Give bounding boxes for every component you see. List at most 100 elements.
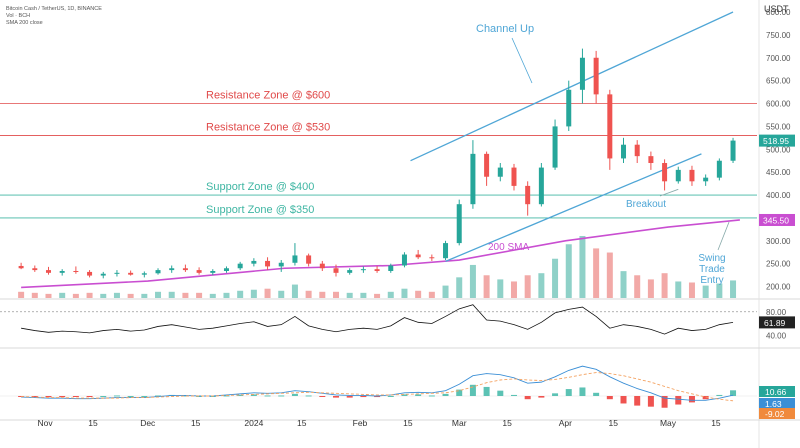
y-tick-label: 450.00	[766, 168, 791, 177]
candle-body	[497, 167, 503, 177]
volume-bar	[59, 292, 66, 298]
macd-hist-bar	[497, 390, 504, 396]
macd-hist-bar	[524, 396, 531, 400]
volume-bar	[18, 291, 25, 298]
macd-hist-bar	[442, 393, 449, 396]
y-tick-label: 500.00	[766, 145, 791, 154]
candle-body	[292, 255, 298, 263]
candle-body	[388, 265, 394, 272]
macd-hist-bar	[113, 395, 120, 397]
macd-hist-bar	[401, 394, 408, 396]
volume-bar	[86, 292, 93, 298]
channel-upper-line	[410, 11, 734, 162]
volume-bar	[565, 244, 572, 298]
macd-badge-signal	[759, 408, 795, 419]
volume-bar	[31, 292, 38, 298]
macd-hist-bar	[223, 395, 230, 397]
y-tick-label: 250.00	[766, 260, 791, 269]
rsi-badge-text: 61.89	[764, 318, 786, 328]
macd-badge-text-line: 1.63	[765, 399, 782, 409]
macd-hist-bar	[100, 396, 107, 397]
x-tick-label: 2024	[244, 418, 263, 428]
rsi-pane: 80.00 40.00 61.89	[0, 304, 800, 349]
candle-body	[579, 57, 585, 90]
candle-body	[45, 270, 51, 273]
candle-body	[59, 271, 65, 273]
candle-body	[716, 160, 722, 178]
volume-bar	[182, 292, 189, 298]
candle-body	[114, 272, 120, 274]
macd-hist-bar	[579, 387, 586, 396]
channel-pointer	[511, 37, 533, 84]
x-tick-label: Apr	[559, 418, 572, 428]
candle-body	[538, 167, 544, 205]
candle-body	[621, 144, 627, 159]
volume-bar	[374, 293, 381, 298]
volume-bar	[45, 293, 52, 298]
macd-pane: 10.66 1.63-9.02	[0, 365, 800, 421]
candle-body	[237, 263, 243, 269]
macd-hist-bar	[59, 396, 66, 397]
y-tick-label: 750.00	[766, 31, 791, 40]
macd-hist-bar	[688, 396, 695, 403]
x-tick-label: Mar	[452, 418, 467, 428]
macd-hist-bar	[237, 394, 244, 396]
candle-body	[456, 204, 462, 244]
macd-hist-bar	[565, 389, 572, 396]
macd-hist-bar	[415, 394, 422, 396]
candle-body	[662, 163, 668, 182]
candle-body	[675, 169, 681, 182]
macd-hist-bar	[483, 386, 490, 396]
candle-body	[401, 254, 407, 266]
macd-hist-bar	[675, 396, 682, 405]
candle-body	[374, 269, 380, 272]
candle-body	[319, 263, 325, 269]
volume-bar	[456, 277, 463, 298]
volume-bar	[250, 289, 257, 298]
macd-hist-bar	[606, 396, 613, 400]
candle-body	[223, 268, 229, 272]
volume-bar	[497, 279, 504, 298]
volume-bar	[538, 273, 545, 298]
macd-hist-bar	[278, 395, 285, 397]
volume-bar	[634, 275, 641, 298]
macd-hist-bar	[155, 395, 162, 397]
sma200-line	[21, 219, 740, 289]
x-tick-label: Dec	[140, 418, 156, 428]
macd-hist-bar	[250, 394, 257, 396]
macd-hist-bar	[196, 396, 203, 397]
volume-bar	[360, 292, 367, 298]
macd-hist-bar	[360, 396, 367, 398]
y-tick-label: 650.00	[766, 77, 791, 86]
volume-bar	[620, 271, 627, 298]
price-badge-text-sma: 345.50	[763, 215, 789, 225]
macd-hist-bar	[18, 396, 25, 397]
x-tick-label: Nov	[38, 418, 54, 428]
volume-bar	[264, 288, 271, 298]
volume-bar	[100, 293, 107, 298]
candle-body	[511, 167, 517, 186]
macd-hist-bar	[86, 396, 93, 397]
candle-body	[415, 254, 421, 258]
swing-label-line1: Swing	[698, 253, 725, 264]
macd-hist-bar	[387, 396, 394, 397]
currency-label: USDT	[764, 4, 789, 14]
volume-bar	[155, 291, 162, 298]
candle-body	[443, 243, 449, 259]
level-label-600: Resistance Zone @ $600	[206, 90, 330, 102]
macd-hist-bar	[72, 396, 79, 397]
macd-badge-text-hist: 10.66	[765, 387, 787, 397]
candle-body	[730, 140, 736, 161]
macd-hist-bar	[182, 395, 189, 397]
level-label-350: Support Zone @ $350	[206, 204, 314, 216]
macd-hist-bar	[620, 396, 627, 404]
volume-bar	[552, 258, 559, 298]
time-axis: Nov 15 Dec 15 2024 15 Feb 15 Mar 15 Apr 15 May 15	[38, 418, 721, 428]
price-badge-price	[759, 134, 795, 147]
candle-body	[703, 177, 709, 182]
candle-body	[360, 269, 366, 271]
macd-hist-bar	[538, 396, 545, 398]
macd-signal-line	[21, 372, 734, 402]
swing-pointer	[717, 221, 730, 251]
